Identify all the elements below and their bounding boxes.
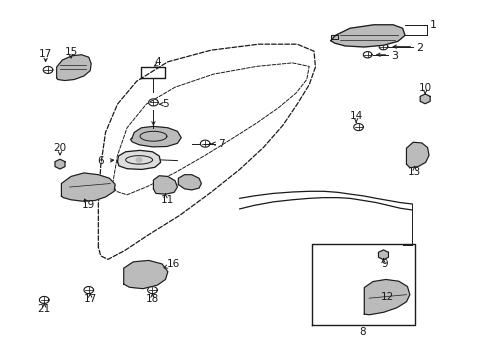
Text: 15: 15 — [64, 47, 78, 57]
Text: 1: 1 — [428, 21, 435, 31]
Text: 18: 18 — [145, 294, 159, 304]
Polygon shape — [330, 25, 404, 47]
Polygon shape — [123, 260, 167, 289]
Polygon shape — [57, 55, 91, 81]
Text: 12: 12 — [380, 292, 393, 302]
Text: 16: 16 — [166, 259, 180, 269]
Text: 17: 17 — [83, 294, 97, 304]
Text: 19: 19 — [82, 201, 95, 210]
Polygon shape — [55, 159, 65, 169]
Text: 8: 8 — [359, 327, 366, 337]
Polygon shape — [130, 126, 181, 147]
Text: 11: 11 — [161, 195, 174, 205]
Text: 10: 10 — [418, 83, 431, 93]
Polygon shape — [117, 150, 160, 170]
Polygon shape — [378, 250, 387, 260]
Text: 2: 2 — [415, 43, 422, 53]
Polygon shape — [136, 158, 142, 162]
Polygon shape — [61, 173, 115, 201]
Text: 5: 5 — [162, 99, 168, 109]
Text: 13: 13 — [407, 167, 420, 177]
Text: 17: 17 — [39, 49, 52, 59]
Polygon shape — [330, 35, 337, 39]
Polygon shape — [178, 175, 201, 190]
Text: 9: 9 — [381, 259, 387, 269]
Polygon shape — [153, 176, 177, 194]
Polygon shape — [364, 279, 409, 315]
Text: 7: 7 — [218, 139, 224, 149]
Text: 14: 14 — [349, 112, 362, 121]
Text: 3: 3 — [390, 51, 397, 61]
Text: 20: 20 — [53, 143, 66, 153]
Polygon shape — [406, 142, 428, 168]
Text: 6: 6 — [97, 156, 104, 166]
Text: 21: 21 — [38, 304, 51, 314]
Polygon shape — [419, 94, 429, 104]
Text: 4: 4 — [155, 57, 161, 67]
